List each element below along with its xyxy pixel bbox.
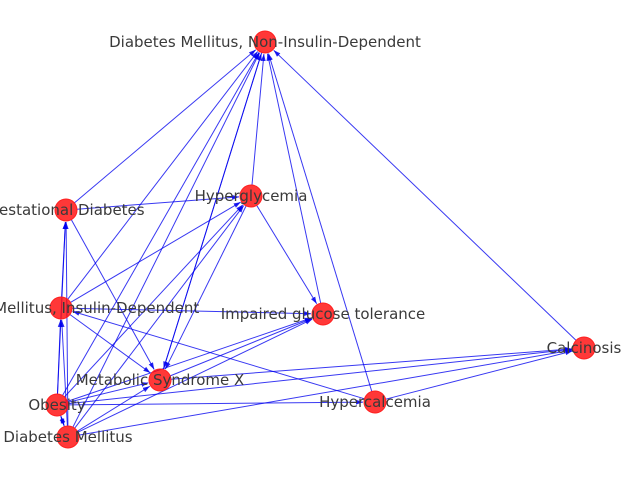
- node-label-calcinosis: Calcinosis: [547, 339, 622, 357]
- edge-hypercalcemia-to-dm2: [268, 53, 373, 392]
- node-label-dm: Diabetes Mellitus: [3, 428, 132, 446]
- node-dm2: [253, 30, 277, 54]
- edge-dm-to-igt: [77, 318, 313, 433]
- edge-dm-to-calcinosis: [78, 348, 573, 436]
- node-hyperglycemia: [239, 184, 263, 208]
- edge-gestational-to-dm2: [74, 49, 257, 204]
- node-label-hyperglycemia: Hyperglycemia: [195, 187, 308, 205]
- edge-obesity-to-hypercalcemia: [67, 399, 364, 406]
- edges-layer: [57, 49, 577, 436]
- edge-obesity-to-hyperglycemia: [64, 204, 244, 398]
- edge-hypercalcemia-to-calcinosis: [385, 350, 573, 400]
- node-metsyn: [148, 368, 172, 392]
- edge-obesity-to-metsyn: [67, 382, 149, 403]
- node-igt: [311, 302, 335, 326]
- node-label-igt: Impaired glucose tolerance: [221, 305, 426, 323]
- node-hypercalcemia: [363, 390, 387, 414]
- node-label-dm1: Diabetes Mellitus, Insulin-Dependent: [0, 299, 199, 317]
- edge-dm-to-gestational: [63, 221, 69, 427]
- edge-igt-to-dm2: [266, 53, 322, 304]
- node-label-obesity: Obesity: [28, 396, 85, 414]
- edge-hyperglycemia-to-dm2: [251, 53, 266, 186]
- edge-hyperglycemia-to-metsyn: [164, 205, 247, 370]
- edge-metsyn-to-calcinosis: [170, 346, 573, 380]
- edge-dm1-to-metsyn: [69, 314, 151, 374]
- edge-gestational-to-hyperglycemia: [76, 194, 240, 210]
- node-label-gestational: Gestational Diabetes: [0, 201, 145, 219]
- node-calcinosis: [572, 336, 596, 360]
- node-label-metsyn: Metabolic Syndrome X: [76, 371, 245, 389]
- node-label-hypercalcemia: Hypercalcemia: [319, 393, 431, 411]
- edge-dm-to-obesity: [60, 416, 66, 427]
- edge-dm-to-dm2: [72, 52, 261, 428]
- node-label-dm2: Diabetes Mellitus, Non-Insulin-Dependent: [109, 33, 421, 51]
- node-dm1: [49, 296, 73, 320]
- edge-obesity-to-igt: [67, 317, 312, 402]
- edge-dm1-to-hyperglycemia: [70, 201, 241, 303]
- edge-obesity-to-dm2: [62, 52, 260, 396]
- edge-calcinosis-to-dm2: [273, 49, 577, 341]
- edge-gestational-to-metsyn: [70, 219, 155, 370]
- edge-metsyn-to-igt: [170, 318, 313, 377]
- node-obesity: [45, 393, 69, 417]
- labels-layer: Diabetes Mellitus, Non-Insulin-Dependent…: [0, 33, 622, 446]
- nodes-layer: [45, 30, 596, 449]
- edge-dm-to-hyperglycemia: [74, 205, 245, 429]
- node-gestational: [54, 198, 78, 222]
- edge-dm2-to-metsyn: [163, 52, 263, 369]
- edge-dm1-to-dm2: [67, 51, 259, 300]
- edge-hypercalcemia-to-dm1: [72, 310, 365, 400]
- edge-obesity-to-calcinosis: [67, 347, 573, 405]
- edge-dm-to-metsyn: [77, 385, 151, 432]
- edge-hyperglycemia-to-igt: [256, 205, 318, 305]
- node-dm: [56, 425, 80, 449]
